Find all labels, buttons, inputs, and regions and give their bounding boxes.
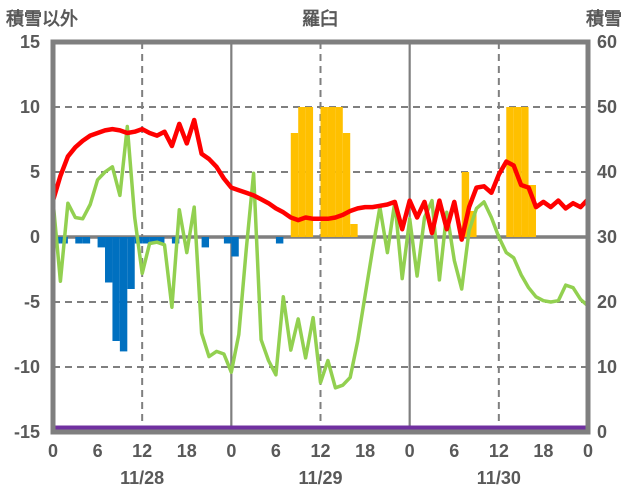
left-axis-tick: -10	[13, 357, 40, 377]
left-axis-tick: 5	[29, 162, 40, 182]
blue-bar	[142, 237, 150, 244]
date-label: 11/29	[298, 468, 343, 488]
orange-bar	[298, 107, 306, 237]
x-hour-tick: 12	[488, 441, 509, 461]
blue-bar	[112, 237, 120, 341]
x-hour-tick: 6	[92, 441, 103, 461]
right-axis-tick: 20	[597, 292, 618, 312]
orange-bar	[350, 224, 358, 237]
orange-bar	[521, 107, 529, 237]
left-axis-tick: 15	[19, 32, 40, 52]
date-label: 11/30	[476, 468, 521, 488]
orange-bar	[342, 133, 351, 237]
x-hour-tick: 0	[404, 441, 415, 461]
x-hour-tick: 12	[132, 441, 153, 461]
x-hour-tick: 0	[582, 441, 593, 461]
left-axis-title: 積雪以外	[6, 9, 78, 29]
x-hour-tick: 0	[47, 441, 58, 461]
left-axis-tick: -15	[13, 422, 40, 442]
orange-bar	[506, 107, 514, 237]
orange-bar	[305, 107, 314, 237]
blue-bar	[97, 237, 106, 248]
orange-bar	[320, 107, 328, 237]
date-label: 11/28	[120, 468, 165, 488]
orange-bar	[327, 107, 336, 237]
orange-bar	[335, 107, 343, 237]
blue-bar	[119, 237, 128, 352]
blue-bar	[157, 237, 165, 244]
blue-bar	[127, 237, 135, 289]
x-hour-tick: 18	[533, 441, 554, 461]
x-hour-tick: 18	[176, 441, 197, 461]
orange-bar	[461, 172, 470, 237]
blue-bar	[231, 237, 239, 257]
plot-frame	[50, 39, 591, 435]
left-axis-tick: 0	[29, 227, 40, 247]
blue-bar	[275, 237, 284, 244]
right-axis-tick: 60	[597, 32, 618, 52]
blue-bar	[223, 237, 232, 244]
blue-bar	[149, 237, 158, 244]
red-line	[50, 117, 591, 242]
green-line	[51, 124, 590, 390]
x-hour-tick: 6	[270, 441, 281, 461]
blue-bar	[75, 237, 83, 244]
chart-title: 羅臼	[302, 9, 338, 29]
x-hour-tick: 6	[449, 441, 460, 461]
blue-bar	[105, 237, 113, 283]
right-axis-tick: 30	[597, 227, 618, 247]
left-axis-tick: 10	[19, 97, 40, 117]
blue-bar	[82, 237, 91, 244]
right-axis-tick: 0	[597, 422, 608, 442]
right-axis-tick: 40	[597, 162, 618, 182]
left-axis-tick: -5	[23, 292, 40, 312]
blue-bar	[201, 237, 210, 248]
x-hour-tick: 12	[310, 441, 331, 461]
right-axis-tick: 50	[597, 97, 618, 117]
right-axis-title: 積雪	[586, 9, 622, 29]
orange-bar	[528, 185, 536, 237]
x-hour-tick: 0	[226, 441, 237, 461]
x-hour-tick: 18	[355, 441, 376, 461]
orange-bar	[290, 133, 299, 237]
right-axis-tick: 10	[597, 357, 618, 377]
